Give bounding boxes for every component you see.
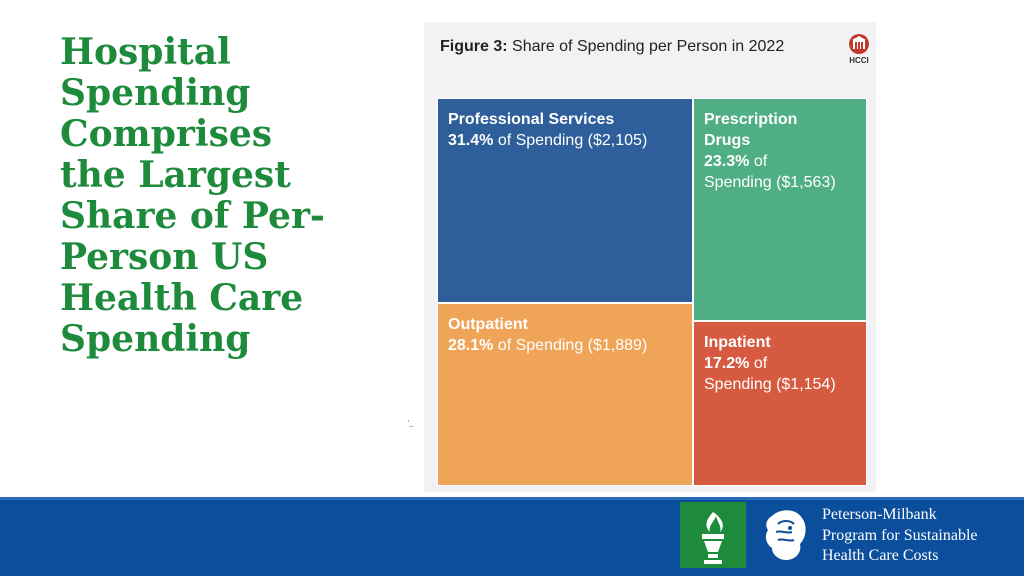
program-name: Peterson-Milbank Program for Sustainable…: [822, 505, 1022, 567]
lion-logo: [752, 502, 818, 568]
program-name-line: Peterson-Milbank: [822, 506, 937, 523]
title-line: Comprises: [60, 113, 273, 155]
treemap-cell-outpatient: Outpatient 28.1% of Spending ($1,889): [437, 303, 693, 486]
cell-share-value: 28.1%: [448, 337, 494, 354]
cell-share-value: 31.4%: [448, 132, 494, 149]
cell-share-value: 17.2%: [704, 355, 750, 372]
cell-category-label: Outpatient: [448, 316, 528, 333]
hcci-logo: HCCI: [844, 32, 874, 66]
cell-spending-label: Spending ($1,563): [704, 174, 836, 191]
lion-head-icon: [765, 510, 806, 560]
cell-category-label: Prescription: [704, 111, 798, 128]
title-line: Person US: [60, 236, 269, 278]
hcci-building-icon: [849, 34, 869, 54]
cell-spending-label: Spending ($1,154): [704, 376, 836, 393]
figure-title-text: Share of Spending per Person in 2022: [512, 38, 785, 55]
torch-icon: [702, 512, 724, 564]
stray-mark: '_: [408, 420, 414, 427]
treemap-cell-prescription-drugs: Prescription Drugs 23.3% of Spending ($1,56…: [693, 98, 867, 321]
cell-spending-label: of Spending ($1,889): [493, 337, 648, 354]
treemap-cell-inpatient: Inpatient 17.2% of Spending ($1,154): [693, 321, 867, 486]
cell-category-label: Inpatient: [704, 334, 771, 351]
cell-category-label: Professional Services: [448, 111, 615, 128]
cell-category-label: Drugs: [704, 132, 751, 149]
figure-panel: Figure 3: Share of Spending per Person i…: [424, 22, 876, 492]
figure-label: Figure 3:: [440, 38, 508, 55]
treemap: Professional Services 31.4% of Spending (…: [437, 98, 867, 486]
figure-title: Figure 3: Share of Spending per Person i…: [440, 38, 784, 56]
title-line: Spending: [60, 318, 251, 360]
cell-spending-label: of Spending ($2,105): [493, 132, 648, 149]
hcci-logo-text: HCCI: [849, 56, 869, 65]
title-line: Health Care: [60, 277, 304, 319]
cell-spending-label: of: [749, 355, 768, 372]
program-name-line: Program for Sustainable: [822, 526, 978, 544]
slide-title: Hospital Spending Comprises the Largest …: [60, 32, 360, 360]
title-line: Share of Per-: [60, 195, 325, 237]
title-line: Hospital: [60, 31, 231, 73]
treemap-cell-professional-services: Professional Services 31.4% of Spending (…: [437, 98, 693, 303]
footer-top-line: [0, 497, 1024, 500]
title-line: Spending: [60, 72, 251, 114]
program-name-line: Health Care Costs: [822, 547, 939, 564]
cell-share-value: 23.3%: [704, 153, 750, 170]
torch-logo: [680, 502, 746, 568]
cell-spending-label: of: [749, 153, 768, 170]
footer-bar: Peterson-Milbank Program for Sustainable…: [0, 497, 1024, 576]
title-line: the Largest: [60, 154, 291, 196]
